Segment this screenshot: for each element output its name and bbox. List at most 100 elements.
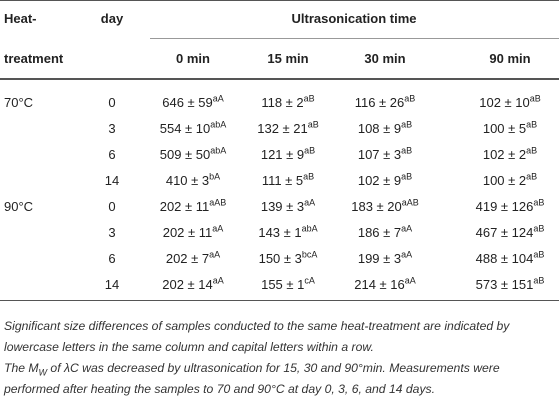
value-cell: 102 ± 2aB bbox=[483, 146, 537, 163]
value-cell: 467 ± 124aB bbox=[475, 223, 545, 241]
value-cell: 214 ± 16aA bbox=[354, 275, 416, 293]
header-group: Ultrasonication time bbox=[291, 11, 417, 26]
bottom-rule bbox=[0, 300, 559, 301]
value-text: 199 ± 3 bbox=[357, 251, 402, 266]
value-letters: aB bbox=[307, 119, 319, 130]
value-cell: 108 ± 9aB bbox=[357, 120, 412, 137]
value-letters: bcA bbox=[301, 249, 318, 260]
value-text: 214 ± 16 bbox=[354, 277, 405, 292]
value-letters: aA bbox=[212, 275, 224, 286]
value-text: 139 ± 3 bbox=[260, 199, 305, 214]
value-letters: abA bbox=[210, 119, 227, 130]
column-header: 30 min bbox=[364, 51, 406, 66]
value-text: 573 ± 151 bbox=[475, 277, 534, 292]
day-cell: 6 bbox=[108, 147, 116, 162]
value-text: 410 ± 3 bbox=[165, 173, 210, 188]
value-text: 150 ± 3 bbox=[258, 251, 302, 266]
value-cell: 139 ± 3aA bbox=[260, 197, 316, 215]
value-cell: 488 ± 104aB bbox=[475, 249, 545, 267]
value-cell: 202 ± 14aA bbox=[162, 275, 224, 293]
value-text: 102 ± 10 bbox=[479, 95, 530, 110]
header-day: day bbox=[100, 11, 124, 26]
value-letters: aB bbox=[303, 93, 315, 104]
value-text: 488 ± 104 bbox=[475, 251, 534, 266]
value-letters: aA bbox=[212, 223, 224, 234]
value-letters: aB bbox=[303, 171, 315, 182]
value-text: 186 ± 7 bbox=[357, 225, 402, 240]
value-letters: bA bbox=[209, 171, 221, 182]
value-cell: 410 ± 3bA bbox=[165, 171, 221, 189]
value-letters: aA bbox=[401, 249, 413, 260]
value-cell: 107 ± 3aB bbox=[357, 146, 412, 163]
value-text: 155 ± 1 bbox=[261, 277, 305, 292]
value-text: 107 ± 3 bbox=[357, 147, 402, 162]
value-letters: aB bbox=[533, 223, 545, 234]
value-text: 108 ± 9 bbox=[357, 121, 402, 136]
value-letters: aB bbox=[526, 119, 538, 130]
top-rule bbox=[0, 0, 559, 1]
value-cell: 155 ± 1cA bbox=[261, 276, 315, 293]
value-cell: 554 ± 10abA bbox=[159, 119, 227, 137]
value-letters: abA bbox=[301, 223, 318, 234]
value-letters: aB bbox=[526, 171, 538, 182]
value-cell: 143 ± 1abA bbox=[258, 223, 318, 241]
header-treatment: treatment bbox=[4, 51, 64, 66]
value-letters: aB bbox=[401, 171, 413, 182]
value-cell: 186 ± 7aA bbox=[357, 223, 413, 241]
value-text: 202 ± 11 bbox=[162, 225, 213, 240]
value-letters: aA bbox=[404, 275, 416, 286]
value-cell: 111 ± 5aB bbox=[261, 171, 315, 189]
value-text: 202 ± 7 bbox=[165, 251, 210, 266]
value-text: 467 ± 124 bbox=[475, 225, 534, 240]
header-heat: Heat- bbox=[4, 11, 37, 26]
value-letters: aB bbox=[533, 249, 545, 260]
value-text: 100 ± 5 bbox=[482, 121, 527, 136]
day-cell: 3 bbox=[108, 121, 116, 136]
value-letters: aB bbox=[529, 93, 541, 104]
value-cell: 102 ± 10aB bbox=[479, 93, 541, 111]
value-cell: 202 ± 11aAB bbox=[160, 197, 227, 215]
value-cell: 202 ± 11aA bbox=[162, 223, 224, 241]
value-text: 646 ± 59 bbox=[162, 95, 213, 110]
value-cell: 573 ± 151aB bbox=[475, 276, 545, 293]
header-rule bbox=[0, 78, 559, 80]
value-letters: aB bbox=[304, 145, 316, 156]
value-cell: 646 ± 59aA bbox=[162, 93, 224, 111]
note-text: The M bbox=[4, 361, 39, 375]
value-cell: 100 ± 2aB bbox=[483, 171, 538, 189]
value-letters: abA bbox=[210, 145, 227, 156]
day-cell: 0 bbox=[108, 95, 116, 110]
value-text: 509 ± 50 bbox=[159, 147, 211, 162]
value-letters: aA bbox=[401, 223, 413, 234]
value-cell: 116 ± 26aB bbox=[355, 94, 416, 111]
value-text: 111 ± 5 bbox=[261, 173, 304, 188]
note-text: of λC was decreased by ultrasonication f… bbox=[4, 361, 500, 396]
value-letters: aAB bbox=[209, 197, 227, 208]
group-rule bbox=[150, 38, 559, 39]
value-letters: aA bbox=[212, 93, 224, 104]
value-text: 143 ± 1 bbox=[258, 225, 302, 240]
value-letters: aA bbox=[209, 249, 221, 260]
value-letters: aA bbox=[304, 197, 316, 208]
heat-cell: 70°C bbox=[4, 95, 34, 110]
value-text: 419 ± 126 bbox=[475, 199, 534, 214]
value-cell: 121 ± 9aB bbox=[260, 145, 316, 163]
value-text: 102 ± 9 bbox=[357, 173, 402, 188]
day-cell: 0 bbox=[108, 199, 116, 214]
column-header: 15 min bbox=[267, 51, 309, 66]
footnote: Significant size differences of samples … bbox=[4, 319, 510, 354]
value-letters: aAB bbox=[401, 197, 419, 208]
column-header: 90 min bbox=[489, 51, 531, 66]
day-cell: 3 bbox=[108, 225, 116, 240]
day-cell: 14 bbox=[104, 277, 120, 292]
value-text: 183 ± 20 bbox=[351, 199, 402, 214]
value-text: 132 ± 21 bbox=[257, 121, 308, 136]
value-text: 121 ± 9 bbox=[260, 147, 305, 162]
value-cell: 102 ± 9aB bbox=[357, 171, 413, 189]
note-sub: W bbox=[38, 367, 48, 378]
day-cell: 14 bbox=[104, 173, 120, 188]
value-text: 554 ± 10 bbox=[159, 121, 211, 136]
value-cell: 419 ± 126aB bbox=[475, 198, 545, 215]
value-cell: 183 ± 20aAB bbox=[351, 197, 419, 215]
